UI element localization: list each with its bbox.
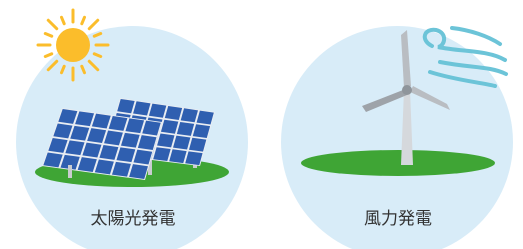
sun-disc [56, 28, 90, 62]
turbine-hub [402, 85, 412, 95]
sun-ray [45, 54, 51, 57]
energy-illustration: 太陽光発電 風力発電 [0, 0, 523, 249]
solar-label: 太陽光発電 [91, 209, 176, 229]
sun-ray [45, 34, 51, 37]
sun-ray [48, 20, 56, 28]
sun-ray [62, 17, 65, 23]
wind-label: 風力発電 [364, 209, 432, 229]
sun [38, 10, 108, 80]
grass [301, 150, 495, 176]
sun-ray [82, 17, 85, 23]
wind-line [452, 28, 500, 44]
sun-ray [89, 20, 97, 28]
